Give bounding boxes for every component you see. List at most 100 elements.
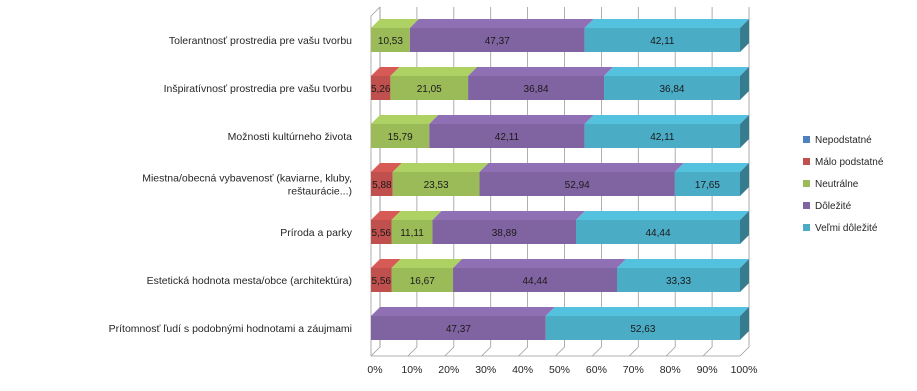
data-label: 44,44 xyxy=(523,276,548,287)
bar-segment xyxy=(371,76,391,100)
data-label: 52,94 xyxy=(565,180,590,191)
bar-segment-top xyxy=(390,67,478,76)
data-label: 52,63 xyxy=(630,324,655,335)
bar-segment-top xyxy=(371,163,402,172)
data-label: 11,11 xyxy=(400,228,424,239)
bar-segment xyxy=(429,124,585,148)
data-label: 38,89 xyxy=(492,228,517,239)
bars xyxy=(371,19,750,340)
data-label: 36,84 xyxy=(524,84,549,95)
legend-entry: Dôležité xyxy=(815,201,852,212)
bar-segment xyxy=(432,220,577,244)
bar-segment xyxy=(371,220,392,244)
bar-segment-top xyxy=(371,67,400,76)
legend-entry: Neutrálne xyxy=(815,179,859,190)
data-label: 23,53 xyxy=(424,180,449,191)
category-label: Tolerantnosť prostredia pre vašu tvorbu xyxy=(169,35,352,47)
bar-segment-top xyxy=(391,259,463,268)
bar-segment-top xyxy=(479,163,684,172)
bar-segment-top xyxy=(604,67,749,76)
bar-segment xyxy=(545,316,740,340)
bar-side xyxy=(740,211,749,244)
legend-swatch xyxy=(803,158,810,165)
bar-segment xyxy=(390,76,469,100)
x-tick-label: 30% xyxy=(475,364,496,376)
bar-side xyxy=(740,307,749,340)
floor-gridline xyxy=(481,346,491,357)
bar-segment-top xyxy=(576,211,749,220)
data-label: 44,44 xyxy=(645,228,670,239)
x-tick-label: 60% xyxy=(586,364,607,376)
data-label: 42,11 xyxy=(495,132,520,143)
floor-gridline xyxy=(555,346,565,357)
bar-segment-top xyxy=(371,19,419,28)
data-label: 10,53 xyxy=(378,36,403,47)
bar-segment-top xyxy=(371,259,401,268)
bar-segment-top xyxy=(371,115,439,124)
bar-segment xyxy=(576,220,740,244)
x-tick-label: 100% xyxy=(731,364,758,376)
bar-segment-top xyxy=(545,307,749,316)
bar-segment xyxy=(409,28,585,52)
floor-gridline xyxy=(702,346,713,357)
data-label: 17,65 xyxy=(695,180,720,191)
legend-entry: Málo podstatné xyxy=(815,157,884,168)
floor-gridline xyxy=(518,346,528,357)
bar-segment xyxy=(391,220,433,244)
data-label: 47,37 xyxy=(485,36,510,47)
bar-segment xyxy=(468,76,605,100)
floor-gridline xyxy=(629,346,639,357)
data-label: 5,26 xyxy=(371,84,391,95)
bar-segment xyxy=(604,76,740,100)
legend: Nepodstatné Málo podstatné Neutrálne Dôleži… xyxy=(803,135,884,234)
bar-segment xyxy=(371,316,546,340)
bar-segment-top xyxy=(584,19,750,28)
bar-segment-top xyxy=(617,259,749,268)
x-tick-label: 0% xyxy=(367,364,382,376)
bar-segment-top xyxy=(432,211,586,220)
bar-side xyxy=(740,163,749,196)
floor-gridline xyxy=(407,346,418,357)
bar-segment xyxy=(584,124,741,148)
bar-segment xyxy=(391,268,454,292)
bar-segment-top xyxy=(584,115,750,124)
legend-swatch xyxy=(803,180,810,187)
bar-segment xyxy=(371,172,393,196)
bar-segment xyxy=(392,172,480,196)
bar-segment-top xyxy=(468,67,614,76)
data-label: 21,05 xyxy=(417,84,442,95)
data-label: 42,11 xyxy=(650,132,675,143)
x-tick-label: 10% xyxy=(401,364,422,376)
floor-gridline xyxy=(444,346,455,357)
floor-gridline xyxy=(370,346,381,357)
legend-entry: Veľmi dôležité xyxy=(815,223,878,234)
bar-segment-top xyxy=(409,19,594,28)
bar-segment-top xyxy=(429,115,594,124)
x-tick-label: 20% xyxy=(438,364,459,376)
bar-segment xyxy=(371,28,410,52)
data-label: 15,79 xyxy=(388,132,413,143)
x-tick-labels: 0% 10% 20% 30% 40% 50% 60% 70% 80% 90% 100% xyxy=(367,364,757,376)
data-label: 5,56 xyxy=(372,276,392,287)
x-tick-label: 40% xyxy=(512,364,533,376)
data-label: 33,33 xyxy=(666,276,691,287)
data-label: 42,11 xyxy=(650,36,675,47)
x-tick-label: 90% xyxy=(697,364,718,376)
bar-segment-top xyxy=(371,211,401,220)
bar-side xyxy=(740,19,750,52)
category-label: Možnosti kultúrneho života xyxy=(228,131,352,143)
bar-segment xyxy=(371,268,392,292)
legend-swatch xyxy=(803,136,810,143)
legend-swatch xyxy=(803,224,810,231)
bar-side xyxy=(740,115,750,148)
floor-gridline xyxy=(665,346,676,357)
category-label: Miestna/obecná vybavenosť (kaviarne, klu… xyxy=(142,173,352,198)
data-label: 5,88 xyxy=(372,180,392,191)
legend-swatch xyxy=(803,202,810,209)
data-label: 16,67 xyxy=(410,276,435,287)
bar-segment-top xyxy=(674,163,749,172)
data-label: 47,37 xyxy=(446,324,471,335)
category-labels: Tolerantnosť prostredia pre vašu tvorbu I… xyxy=(109,35,353,335)
bar-segment xyxy=(479,172,675,196)
bar-side xyxy=(739,67,749,100)
